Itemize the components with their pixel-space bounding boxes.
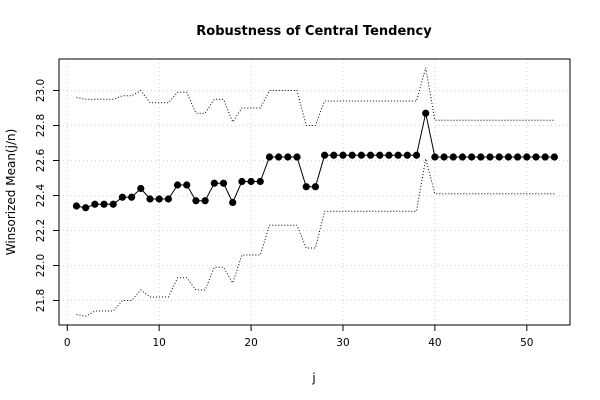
band-line	[76, 158, 555, 317]
data-point	[201, 197, 209, 205]
data-point	[330, 151, 338, 159]
data-point	[431, 153, 439, 161]
data-point	[146, 195, 154, 203]
series-group	[72, 67, 558, 317]
data-point	[192, 197, 200, 205]
data-point	[100, 200, 108, 208]
data-point	[523, 153, 531, 161]
data-point	[422, 109, 430, 117]
y-axis: 21.8 22.0 22.2 22.4 22.6 22.8 23.0	[35, 79, 60, 312]
x-tick-label: 50	[520, 337, 533, 349]
y-tick-label: 22.0	[35, 254, 47, 277]
x-tick-label: 0	[64, 337, 71, 349]
data-point	[118, 193, 127, 201]
data-point	[247, 177, 255, 186]
data-point	[376, 151, 384, 159]
data-point	[477, 153, 485, 161]
data-point	[109, 200, 117, 208]
data-point	[275, 153, 283, 161]
data-point	[541, 153, 549, 161]
data-point	[219, 179, 228, 187]
y-tick-label: 22.6	[35, 148, 47, 172]
chart-title: Robustness of Central Tendency	[196, 24, 432, 39]
y-tick-label: 22.2	[35, 219, 47, 242]
x-tick-label: 30	[336, 337, 349, 349]
data-point	[164, 195, 172, 203]
data-point	[229, 198, 237, 207]
data-point	[183, 181, 191, 189]
data-point	[514, 153, 522, 161]
data-point	[366, 151, 375, 159]
data-point	[173, 181, 182, 189]
y-tick-label: 21.8	[35, 289, 47, 312]
data-point	[311, 183, 320, 191]
data-point	[321, 151, 329, 159]
data-point	[403, 151, 411, 159]
x-tick-label: 40	[428, 337, 441, 349]
data-point	[394, 151, 402, 159]
data-point	[72, 202, 81, 210]
band-line	[76, 67, 555, 126]
grid	[59, 59, 570, 325]
data-point	[440, 153, 448, 161]
data-point	[458, 153, 467, 161]
data-point	[128, 193, 136, 201]
data-point	[339, 151, 347, 159]
data-point	[486, 153, 494, 161]
plot-frame	[58, 58, 571, 326]
data-point	[210, 179, 218, 187]
data-point	[155, 195, 163, 203]
data-point	[293, 153, 301, 161]
data-point	[302, 183, 310, 191]
data-point	[265, 153, 274, 161]
x-tick-label: 20	[244, 337, 257, 349]
data-point	[238, 177, 246, 186]
y-tick-label: 23.0	[35, 79, 47, 102]
data-point	[357, 151, 365, 159]
data-point	[504, 153, 513, 161]
x-tick-label: 10	[152, 337, 165, 349]
x-axis-label: j	[311, 371, 315, 385]
data-point	[91, 200, 99, 208]
data-point	[532, 153, 540, 161]
data-point	[550, 153, 558, 161]
data-point	[348, 151, 356, 159]
y-tick-label: 22.8	[35, 114, 47, 137]
data-point	[256, 177, 264, 186]
x-axis: 0 10 20 30 40 50	[64, 324, 533, 349]
data-point	[82, 204, 90, 212]
data-point	[284, 153, 292, 161]
data-point	[468, 153, 476, 161]
data-point	[495, 153, 503, 161]
data-point	[137, 184, 145, 193]
y-tick-label: 22.4	[35, 183, 47, 207]
data-point	[385, 151, 393, 159]
y-axis-label: Winsorized Mean(j/n)	[4, 129, 18, 256]
data-point	[412, 151, 421, 159]
data-point	[449, 153, 457, 161]
